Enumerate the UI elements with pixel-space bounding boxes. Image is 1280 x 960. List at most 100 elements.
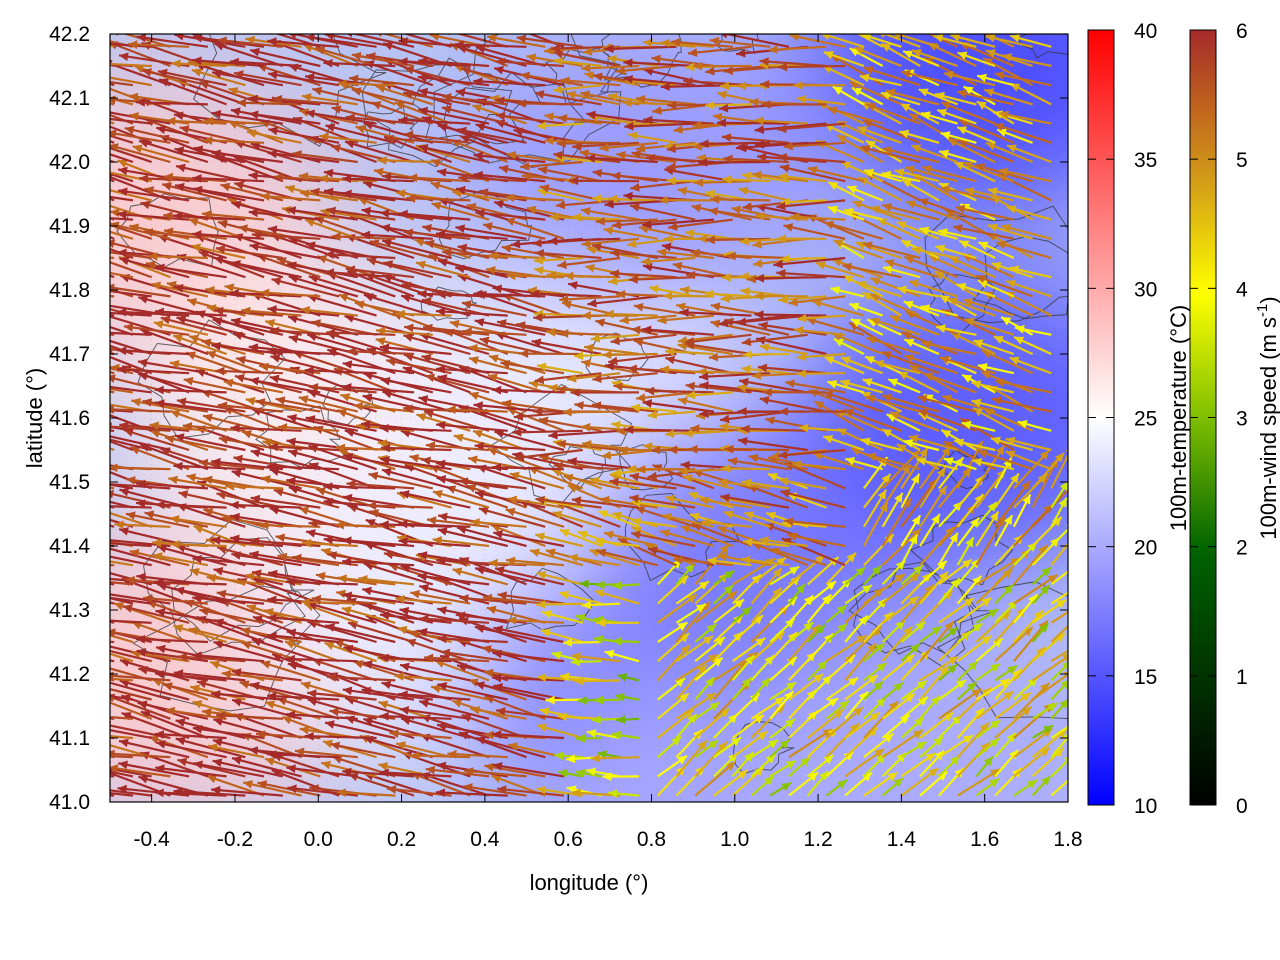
- wind-arrow: [939, 294, 977, 317]
- wind-arrow: [324, 250, 396, 260]
- wind-arrow: [657, 593, 698, 624]
- wind-arrow: [900, 69, 958, 87]
- wind-arrow: [179, 125, 246, 144]
- wind-arrow: [472, 429, 527, 452]
- wind-arrow: [136, 647, 209, 663]
- y-tick-label: 42.0: [49, 151, 90, 174]
- wind-arrow: [123, 323, 190, 336]
- wind-arrow: [956, 536, 975, 566]
- x-tick-label: 0.8: [637, 828, 666, 851]
- y-tick-label: 41.8: [49, 279, 90, 302]
- wind-arrow: [492, 385, 565, 395]
- wind-arrow: [110, 467, 115, 471]
- wind-arrow: [789, 34, 846, 48]
- wind-arrow: [540, 628, 584, 644]
- wind-arrow: [684, 333, 752, 346]
- wind-arrow: [454, 40, 527, 50]
- wind-arrow: [162, 682, 227, 701]
- wind-arrow: [211, 536, 283, 548]
- wind-arrow: [493, 625, 565, 644]
- wind-arrow: [369, 239, 434, 260]
- wind-arrow: [110, 409, 133, 413]
- wind-arrow: [656, 644, 691, 682]
- wind-arrow: [779, 164, 846, 183]
- wind-arrow: [534, 249, 602, 260]
- wind-arrow: [619, 314, 677, 325]
- wind-arrow: [285, 710, 358, 720]
- wind-arrow: [441, 105, 509, 125]
- y-tick-label: 41.7: [49, 343, 90, 366]
- wind-arrow: [918, 198, 977, 221]
- wind-arrow: [534, 372, 602, 385]
- wind-arrow: [647, 410, 696, 420]
- wind-arrow: [881, 170, 921, 183]
- wind-arrow: [538, 416, 602, 432]
- y-tick-label: 41.9: [49, 215, 90, 238]
- wind-arrow: [173, 461, 246, 471]
- wind-arrow: [590, 333, 640, 343]
- wind-arrow: [435, 420, 508, 432]
- wind-arrow: [759, 57, 827, 68]
- wind-arrow: [435, 307, 508, 317]
- wind-arrow: [780, 197, 827, 207]
- wind-arrow: [347, 34, 415, 48]
- wind-arrow: [418, 395, 490, 413]
- wind-arrow: [806, 632, 835, 662]
- wind-arrow: [267, 305, 340, 317]
- wind-arrow: [536, 570, 584, 586]
- wind-arrow: [738, 186, 790, 202]
- wind-arrow: [571, 213, 621, 222]
- wind-arrow: [402, 90, 471, 106]
- wind-arrow: [780, 254, 827, 264]
- wind-arrow: [994, 480, 1031, 528]
- wind-arrow: [935, 244, 977, 260]
- wind-arrow: [731, 606, 753, 624]
- wind-arrow: [204, 116, 265, 126]
- wind-arrow: [920, 304, 958, 317]
- wind-arrow: [569, 176, 639, 186]
- wind-arrow: [759, 536, 808, 548]
- wind-arrow: [474, 318, 546, 336]
- wind-arrow: [586, 729, 621, 740]
- wind-arrow: [110, 505, 152, 509]
- wind-arrow: [249, 376, 321, 394]
- wind-arrow: [260, 288, 321, 298]
- wind-arrow: [110, 728, 152, 740]
- wind-arrow: [267, 347, 340, 357]
- wind-arrow: [117, 187, 190, 202]
- wind-arrow: [110, 755, 133, 759]
- wind-arrow: [1012, 493, 1032, 528]
- wind-arrow: [110, 511, 152, 528]
- wind-arrow: [536, 600, 583, 609]
- wind-arrow: [651, 54, 715, 68]
- wind-arrow: [624, 425, 696, 435]
- wind-arrow: [351, 51, 415, 68]
- wind-arrow: [699, 139, 771, 149]
- wind-arrow: [1013, 573, 1059, 605]
- contour-line: [443, 71, 588, 164]
- wind-arrow: [462, 327, 527, 336]
- wind-arrow: [825, 634, 867, 663]
- contour-line: [548, 444, 607, 490]
- wind-arrow: [865, 102, 921, 125]
- wind-arrow: [174, 433, 246, 452]
- wind-arrow: [110, 505, 115, 509]
- wind-arrow: [975, 719, 1001, 739]
- wind-arrow: [414, 238, 471, 260]
- wind-arrow: [534, 532, 584, 548]
- wind-arrow: [268, 442, 340, 452]
- wind-arrow: [594, 695, 621, 705]
- wind-arrow: [384, 134, 452, 144]
- wind-arrow: [119, 658, 190, 682]
- wind-arrow: [410, 751, 471, 760]
- wind-arrow: [975, 608, 999, 624]
- wind-arrow: [246, 129, 302, 144]
- wind-arrow: [921, 165, 977, 183]
- wind-arrow: [740, 424, 808, 434]
- wind-arrow: [603, 530, 658, 548]
- wind-arrow: [603, 226, 658, 240]
- wind-arrow: [799, 423, 846, 433]
- wind-arrow: [1031, 566, 1052, 586]
- wind-arrow: [306, 332, 377, 356]
- wind-arrow: [870, 277, 921, 298]
